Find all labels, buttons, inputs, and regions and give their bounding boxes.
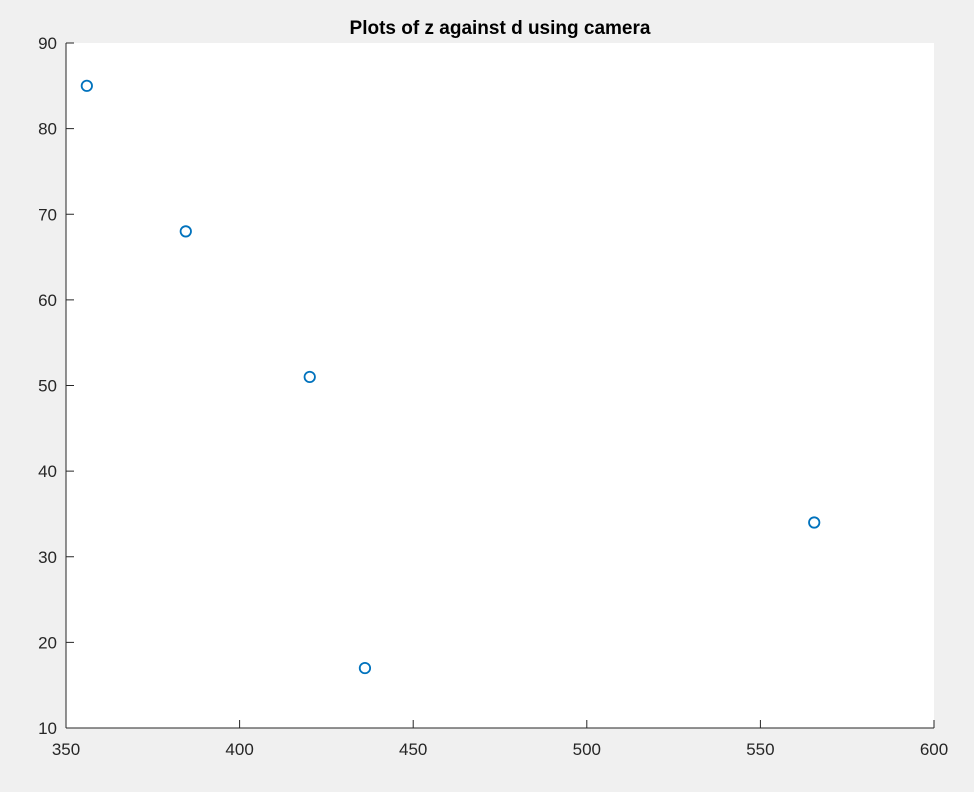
- x-tick-label: 600: [920, 740, 948, 759]
- x-tick-label: 400: [225, 740, 253, 759]
- y-tick-label: 60: [38, 291, 57, 310]
- y-tick-label: 70: [38, 205, 57, 224]
- x-tick-label: 450: [399, 740, 427, 759]
- y-tick-label: 80: [38, 120, 57, 139]
- x-tick-label: 350: [52, 740, 80, 759]
- y-tick-label: 30: [38, 548, 57, 567]
- x-ticks: 350 400 450 500 550 600: [52, 720, 948, 759]
- data-point: [808, 516, 821, 529]
- plot-area: [66, 43, 934, 728]
- y-ticks: 10 20 30 40 50 60 70 80 90: [38, 34, 74, 738]
- x-tick-label: 500: [573, 740, 601, 759]
- chart-title: Plots of z against d using camera: [350, 18, 651, 39]
- data-point: [179, 225, 192, 238]
- data-point: [358, 661, 372, 675]
- data-points: [80, 79, 821, 675]
- y-tick-label: 50: [38, 377, 57, 396]
- y-tick-label: 90: [38, 34, 57, 53]
- y-tick-label: 20: [38, 633, 57, 652]
- data-point: [303, 370, 316, 384]
- y-tick-label: 40: [38, 462, 57, 481]
- y-tick-label: 10: [38, 719, 57, 738]
- data-point: [80, 79, 93, 92]
- x-tick-label: 550: [746, 740, 774, 759]
